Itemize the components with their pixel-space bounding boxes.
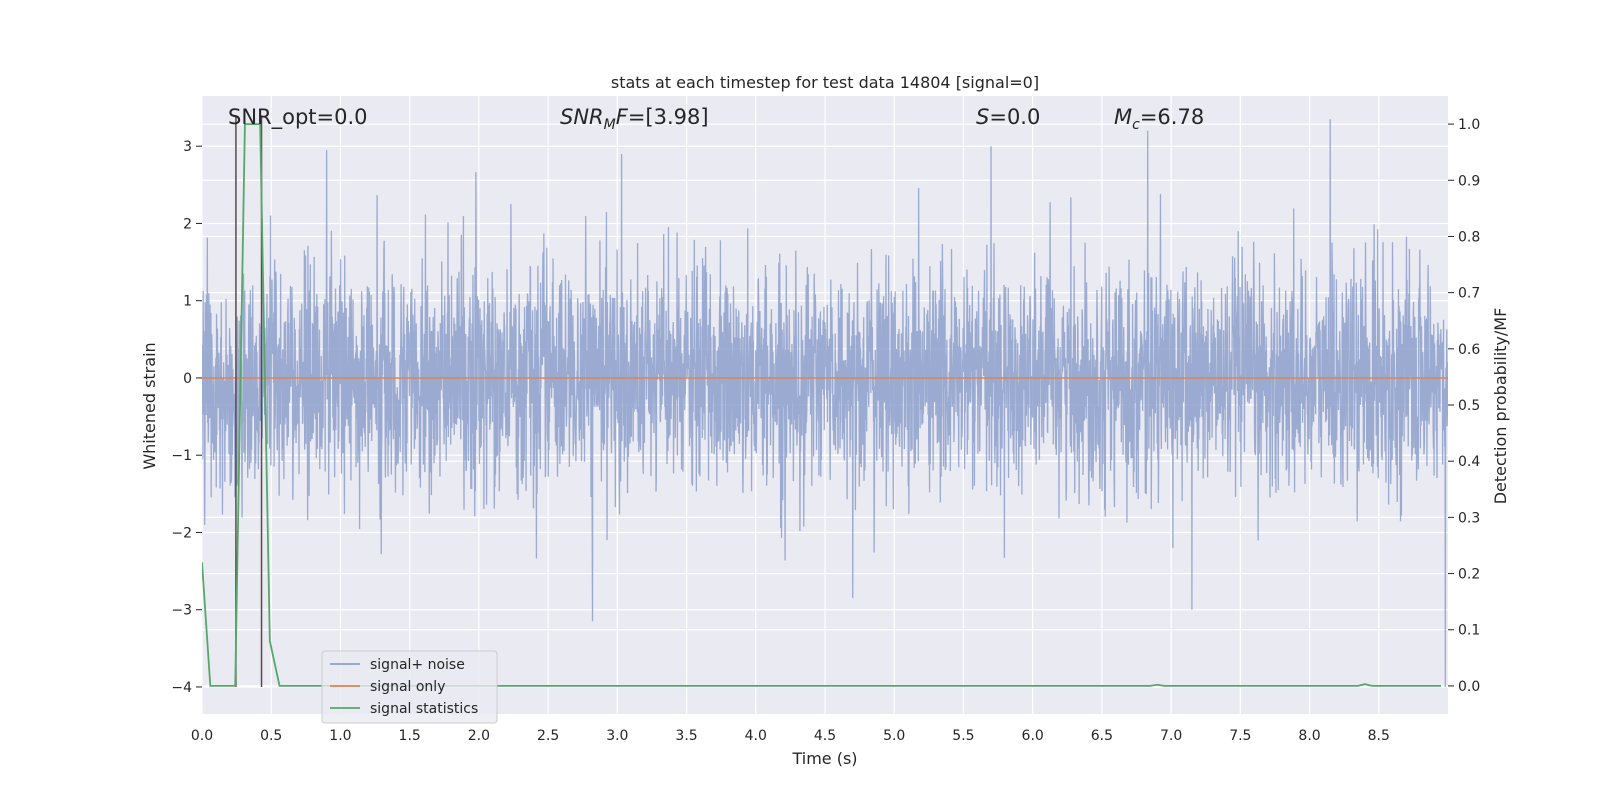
annotation-snr-opt: SNR_opt=0.0 bbox=[228, 105, 368, 130]
x-tick-label: 0.0 bbox=[191, 728, 213, 744]
y2-tick-label: 1.0 bbox=[1458, 117, 1480, 133]
x-tick-label: 3.0 bbox=[606, 728, 628, 744]
annotation-mc: Mc=6.78 bbox=[1114, 105, 1204, 133]
y2-tick-label: 0.9 bbox=[1458, 173, 1480, 189]
annotation-snr-mf: SNRMF=[3.98] bbox=[560, 105, 709, 133]
y-tick-label: −2 bbox=[171, 525, 192, 541]
x-tick-label: 6.0 bbox=[1022, 728, 1044, 744]
x-tick-label: 8.5 bbox=[1368, 728, 1390, 744]
y2-tick-label: 0.7 bbox=[1458, 286, 1480, 302]
y2-tick-label: 0.8 bbox=[1458, 229, 1480, 245]
plot-area bbox=[202, 115, 1448, 687]
y-axis: 3 2 1 0 −1 −2 −3 −4 bbox=[171, 139, 202, 696]
chart-title: stats at each timestep for test data 148… bbox=[611, 73, 1039, 92]
series-signal-statistics bbox=[202, 123, 1442, 687]
x-tick-label: 8.0 bbox=[1298, 728, 1320, 744]
series-signal-noise bbox=[202, 119, 1448, 687]
legend-label: signal statistics bbox=[370, 701, 478, 717]
y-tick-label: 1 bbox=[183, 294, 192, 310]
x-tick-label: 4.0 bbox=[745, 728, 767, 744]
x-tick-label: 4.5 bbox=[814, 728, 836, 744]
y2-tick-label: 0.3 bbox=[1458, 510, 1480, 526]
legend-box bbox=[321, 650, 498, 724]
y2-axis: 1.0 0.9 0.8 0.7 0.6 0.5 0.4 0.3 0.2 0.1 0.0 bbox=[1448, 117, 1480, 695]
x-tick-label: 6.5 bbox=[1091, 728, 1113, 744]
y2-tick-label: 0.6 bbox=[1458, 342, 1480, 358]
x-tick-label: 0.5 bbox=[260, 728, 282, 744]
annotations: SNR_opt=0.0 SNRMF=[3.98] S=0.0 Mc=6.78 bbox=[228, 105, 1204, 133]
y-tick-label: −3 bbox=[171, 603, 192, 619]
legend-label: signal+ noise bbox=[370, 657, 465, 673]
x-tick-label: 1.0 bbox=[329, 728, 351, 744]
legend: signal+ noise signal only signal statistic… bbox=[321, 650, 498, 724]
y2-tick-label: 0.1 bbox=[1458, 623, 1480, 639]
x-axis: 0.0 0.5 1.0 1.5 2.0 2.5 3.0 3.5 4.0 4.5 5.0 5.5 6.0 6… bbox=[191, 728, 1390, 744]
y2-tick-label: 0.2 bbox=[1458, 567, 1480, 583]
y2-tick-label: 0.5 bbox=[1458, 398, 1480, 414]
x-tick-label: 3.5 bbox=[675, 728, 697, 744]
y2-tick-label: 0.0 bbox=[1458, 679, 1480, 695]
x-tick-label: 7.0 bbox=[1160, 728, 1182, 744]
y-tick-label: 2 bbox=[183, 216, 192, 232]
y2-tick-label: 0.4 bbox=[1458, 454, 1480, 470]
y-tick-label: −4 bbox=[171, 680, 192, 696]
x-tick-label: 2.0 bbox=[468, 728, 490, 744]
x-tick-label: 5.0 bbox=[883, 728, 905, 744]
legend-label: signal only bbox=[370, 679, 445, 695]
x-tick-label: 5.5 bbox=[952, 728, 974, 744]
y-tick-label: 0 bbox=[183, 371, 192, 387]
x-tick-label: 2.5 bbox=[537, 728, 559, 744]
y2-axis-label: Detection probability/MF bbox=[1491, 308, 1510, 505]
x-tick-label: 7.5 bbox=[1229, 728, 1251, 744]
annotation-s-stat: S=0.0 bbox=[976, 105, 1040, 129]
x-tick-label: 1.5 bbox=[399, 728, 421, 744]
x-axis-label: Time (s) bbox=[791, 749, 857, 768]
y-tick-label: −1 bbox=[171, 448, 192, 464]
y-axis-label: Whitened strain bbox=[140, 342, 159, 469]
y-tick-label: 3 bbox=[183, 139, 192, 155]
